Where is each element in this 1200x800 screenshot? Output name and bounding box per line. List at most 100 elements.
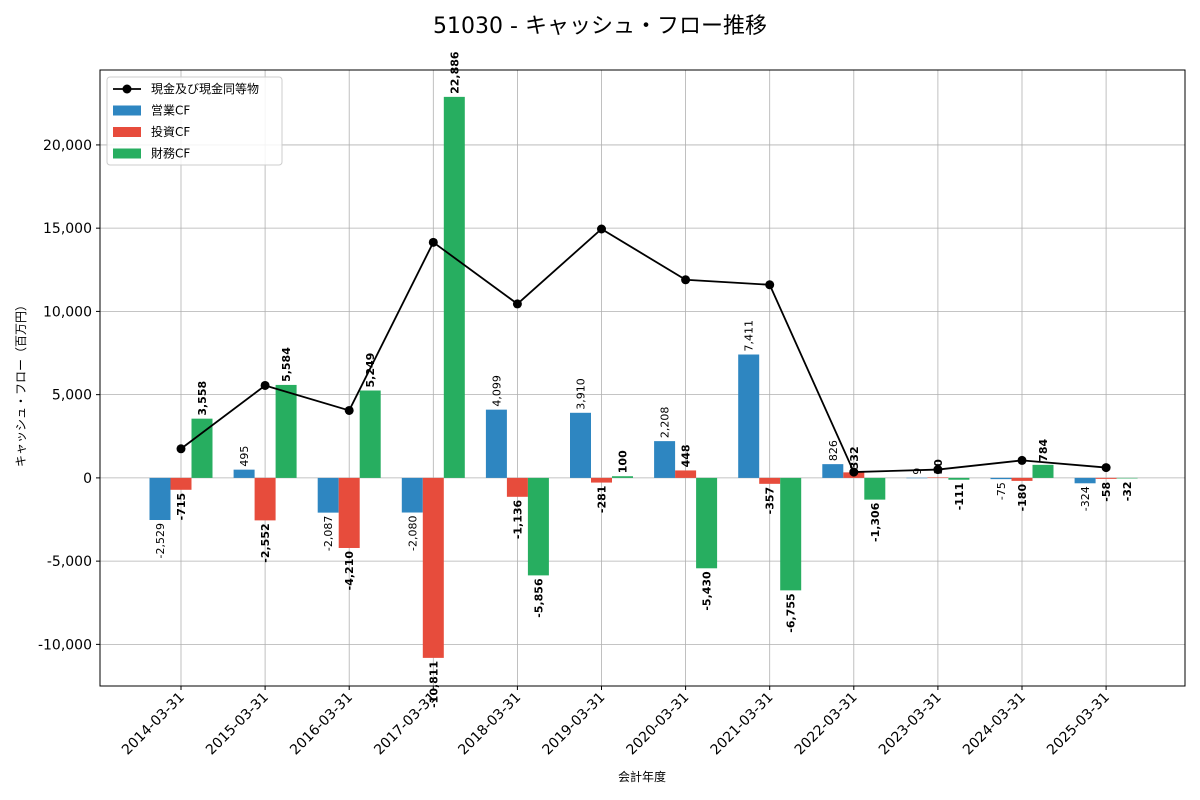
- y-tick-label: 0: [83, 471, 92, 487]
- data-label-営業CF-2018-03-31: 4,099: [490, 375, 503, 407]
- bar-財務CF-2025-03-31: [1116, 477, 1138, 479]
- bar-財務CF-2021-03-31: [780, 477, 802, 591]
- data-label-営業CF-2022-03-31: 826: [827, 440, 840, 461]
- bar-営業CF-2025-03-31: [1074, 477, 1096, 484]
- chart-title: 51030 - キャッシュ・フロー推移: [433, 14, 767, 39]
- data-label-財務CF-2020-03-31: -5,430: [701, 571, 714, 611]
- bar-財務CF-2018-03-31: [527, 477, 549, 576]
- data-label-営業CF-2017-03-31: -2,080: [406, 516, 419, 551]
- legend-entry-label: 営業CF: [151, 104, 190, 118]
- bar-投資CF-2024-03-31: [1011, 477, 1033, 481]
- data-label-営業CF-2021-03-31: 7,411: [743, 320, 756, 352]
- bar-営業CF-2023-03-31: [906, 477, 928, 479]
- data-label-投資CF-2025-03-31: -58: [1100, 482, 1113, 502]
- data-label-投資CF-2014-03-31: -715: [175, 493, 188, 521]
- bar-営業CF-2022-03-31: [822, 464, 844, 478]
- data-label-投資CF-2024-03-31: -180: [1016, 484, 1029, 512]
- data-label-投資CF-2015-03-31: -2,552: [259, 523, 272, 562]
- bar-営業CF-2014-03-31: [149, 477, 171, 520]
- data-label-営業CF-2015-03-31: 495: [238, 446, 251, 467]
- bar-営業CF-2016-03-31: [317, 477, 339, 513]
- data-label-営業CF-2024-03-31: -75: [995, 482, 1008, 500]
- bar-財務CF-2019-03-31: [612, 476, 633, 478]
- data-label-投資CF-2021-03-31: -357: [764, 487, 777, 515]
- bar-財務CF-2022-03-31: [864, 477, 886, 500]
- bar-財務CF-2016-03-31: [359, 390, 381, 478]
- legend-box: [106, 76, 283, 166]
- legend-entry-label: 投資CF: [151, 124, 190, 139]
- bar-投資CF-2020-03-31: [675, 470, 697, 478]
- point-cash-2020-03-31: [681, 275, 691, 285]
- point-cash-2017-03-31: [428, 237, 438, 247]
- bar-財務CF-2014-03-31: [191, 418, 213, 478]
- data-label-営業CF-2016-03-31: -2,087: [322, 516, 335, 551]
- bar-投資CF-2021-03-31: [759, 477, 781, 484]
- point-cash-2015-03-31: [260, 380, 270, 390]
- bar-営業CF-2024-03-31: [990, 477, 1012, 480]
- bar-営業CF-2017-03-31: [401, 477, 423, 513]
- bar-投資CF-2025-03-31: [1095, 477, 1117, 479]
- point-cash-2023-03-31: [933, 465, 943, 475]
- point-cash-2024-03-31: [1017, 455, 1027, 465]
- bar-投資CF-2019-03-31: [591, 477, 612, 483]
- data-label-投資CF-2022-03-31: 332: [848, 446, 861, 469]
- y-tick-label: -5,000: [47, 554, 92, 570]
- data-label-財務CF-2017-03-31: 22,886: [448, 51, 461, 94]
- data-label-投資CF-2019-03-31: -281: [596, 486, 609, 514]
- point-cash-2014-03-31: [176, 444, 186, 454]
- x-axis-label: 会計年度: [618, 769, 666, 784]
- data-label-財務CF-2015-03-31: 5,584: [280, 347, 293, 382]
- bar-投資CF-2018-03-31: [506, 477, 528, 497]
- data-label-財務CF-2024-03-31: 784: [1037, 439, 1050, 462]
- data-label-財務CF-2019-03-31: 100: [617, 450, 630, 473]
- bar-投資CF-2016-03-31: [338, 477, 360, 548]
- bar-財務CF-2020-03-31: [696, 477, 718, 569]
- data-label-営業CF-2025-03-31: -324: [1079, 486, 1092, 511]
- legend-entry-label: 現金及び現金同等物: [151, 81, 259, 96]
- data-label-営業CF-2014-03-31: -2,529: [154, 523, 167, 558]
- point-cash-2019-03-31: [597, 224, 606, 234]
- bar-営業CF-2021-03-31: [738, 354, 760, 478]
- data-label-投資CF-2017-03-31: -10,811: [427, 661, 440, 708]
- bar-財務CF-2023-03-31: [948, 477, 970, 480]
- bar-投資CF-2017-03-31: [422, 477, 444, 658]
- data-label-投資CF-2016-03-31: -4,210: [343, 551, 356, 591]
- legend-bar-swatch: [113, 105, 141, 116]
- point-cash-2021-03-31: [765, 280, 775, 290]
- bar-財務CF-2024-03-31: [1032, 464, 1054, 478]
- point-cash-2016-03-31: [344, 405, 354, 415]
- data-label-財務CF-2021-03-31: -6,755: [785, 593, 798, 632]
- bar-投資CF-2015-03-31: [254, 477, 276, 521]
- bar-営業CF-2019-03-31: [570, 412, 591, 478]
- data-label-財務CF-2016-03-31: 5,249: [364, 353, 377, 388]
- data-label-営業CF-2020-03-31: 2,208: [659, 407, 672, 439]
- data-label-財務CF-2023-03-31: -111: [953, 483, 966, 511]
- bar-営業CF-2018-03-31: [485, 409, 507, 478]
- bar-財務CF-2015-03-31: [275, 384, 297, 478]
- data-label-営業CF-2023-03-31: 9: [911, 468, 924, 475]
- y-tick-label: 10,000: [43, 304, 92, 320]
- y-tick-label: 5,000: [52, 388, 92, 404]
- point-cash-2025-03-31: [1101, 463, 1111, 473]
- y-tick-label: 15,000: [43, 221, 92, 237]
- y-axis-label: キャッシュ・フロー（百万円）: [14, 299, 28, 467]
- point-cash-2022-03-31: [849, 467, 859, 477]
- point-cash-2018-03-31: [512, 299, 522, 309]
- bar-財務CF-2017-03-31: [443, 96, 465, 478]
- bar-投資CF-2023-03-31: [927, 477, 949, 478]
- data-label-投資CF-2020-03-31: 448: [680, 444, 693, 467]
- data-label-営業CF-2019-03-31: 3,910: [575, 378, 588, 410]
- data-label-財務CF-2022-03-31: -1,306: [869, 502, 882, 542]
- data-label-財務CF-2025-03-31: -32: [1121, 481, 1134, 501]
- data-label-財務CF-2018-03-31: -5,856: [532, 578, 545, 618]
- legend-bar-swatch: [113, 148, 141, 159]
- y-tick-label: -10,000: [38, 637, 92, 653]
- bar-営業CF-2015-03-31: [233, 469, 255, 478]
- data-label-投資CF-2018-03-31: -1,136: [511, 499, 524, 539]
- line-cash-equivalents: [180, 227, 1107, 473]
- legend-marker-swatch: [122, 84, 132, 94]
- data-label-財務CF-2014-03-31: 3,558: [196, 381, 209, 416]
- data-label-投資CF-2023-03-31: 30: [932, 459, 945, 475]
